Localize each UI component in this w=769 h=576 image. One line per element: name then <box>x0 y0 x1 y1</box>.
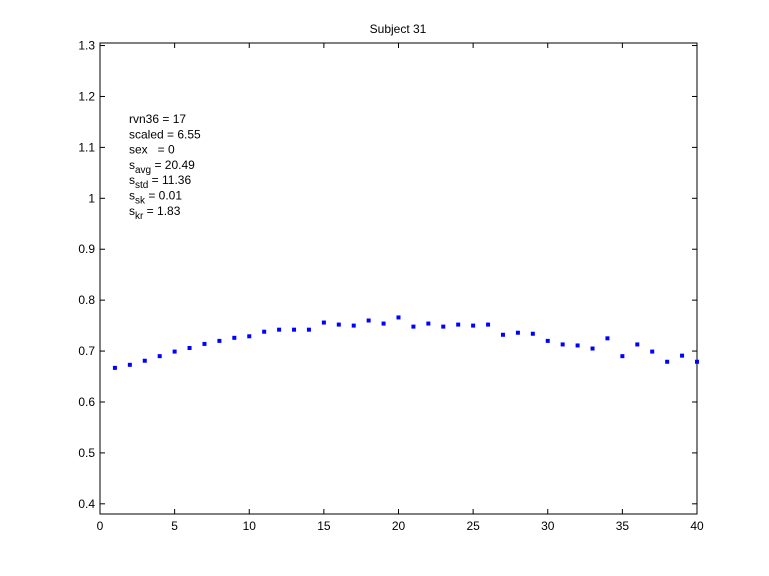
data-point <box>217 338 222 343</box>
y-tick-label: 0.7 <box>78 344 95 358</box>
data-point <box>426 321 431 326</box>
data-point <box>351 323 356 328</box>
data-point <box>262 329 267 334</box>
data-point <box>247 334 252 339</box>
annotation-value-text: = 0.01 <box>145 189 182 203</box>
y-tick-label: 0.8 <box>78 293 95 307</box>
x-tick-label: 20 <box>392 519 406 533</box>
data-point <box>680 353 685 358</box>
y-axis: 0.4 0.5 0.6 0.7 0.8 0.9 1 1.1 1.2 1.3 <box>78 39 697 511</box>
data-point <box>411 324 416 329</box>
data-point <box>695 359 699 364</box>
data-point <box>560 342 565 347</box>
data-point <box>441 324 446 329</box>
stats-annotation-line: ssk = 0.01 <box>129 189 182 207</box>
data-point <box>381 321 386 326</box>
data-point <box>172 349 177 354</box>
x-tick-label: 10 <box>243 519 257 533</box>
data-point <box>635 342 640 347</box>
stats-annotation-line: rvn36 = 17 <box>129 112 186 126</box>
annotation-base-text: s <box>129 158 135 172</box>
data-point <box>500 332 505 337</box>
y-tick-label: 1 <box>88 191 95 205</box>
y-tick-label: 1.1 <box>78 140 95 154</box>
data-point <box>366 318 371 323</box>
data-points <box>112 315 699 370</box>
data-point <box>157 354 162 359</box>
data-point <box>277 327 282 332</box>
data-point <box>321 320 326 325</box>
chart-title: Subject 31 <box>370 22 427 36</box>
data-point <box>306 327 311 332</box>
annotation-value-text: = 20.49 <box>151 158 195 172</box>
annotation-value-text: = 11.36 <box>148 173 191 187</box>
annotation-base-text: sex = 0 <box>129 143 175 157</box>
data-point <box>545 338 550 343</box>
y-tick-label: 1.2 <box>78 89 95 103</box>
data-point <box>471 323 476 328</box>
y-tick-label: 0.9 <box>78 242 95 256</box>
x-tick-label: 40 <box>690 519 704 533</box>
data-point <box>127 362 132 367</box>
data-point <box>396 315 401 320</box>
annotation-base-text: s <box>129 189 135 203</box>
data-point <box>232 335 237 340</box>
data-point <box>650 349 655 354</box>
x-tick-label: 5 <box>171 519 178 533</box>
stats-annotation-line: scaled = 6.55 <box>129 127 201 141</box>
x-tick-label: 30 <box>541 519 555 533</box>
x-tick-label: 15 <box>317 519 331 533</box>
y-tick-label: 0.5 <box>78 446 95 460</box>
stats-annotation-line: skr = 1.83 <box>129 204 181 222</box>
data-point <box>515 330 520 335</box>
data-point <box>605 336 610 341</box>
data-point <box>142 358 147 363</box>
data-point <box>486 322 491 327</box>
data-point <box>187 346 192 351</box>
annotation-subscript: sk <box>135 196 146 207</box>
annotation-base-text: scaled = 6.55 <box>129 127 201 141</box>
annotation-value-text: = 1.83 <box>143 204 180 218</box>
data-point <box>665 359 670 364</box>
annotation-subscript: avg <box>135 165 151 176</box>
data-point <box>292 327 297 332</box>
annotation-subscript: std <box>135 180 148 191</box>
stats-annotation-line: sstd = 11.36 <box>129 173 191 191</box>
data-point <box>336 322 341 327</box>
annotation-subscript: kr <box>135 211 144 222</box>
y-tick-label: 0.4 <box>78 497 95 511</box>
x-axis: 0 5 10 15 20 25 30 35 40 <box>97 43 704 533</box>
data-point <box>575 343 580 348</box>
y-tick-label: 1.3 <box>78 39 95 53</box>
data-point <box>456 322 461 327</box>
x-tick-label: 25 <box>466 519 480 533</box>
annotation-base-text: s <box>129 173 135 187</box>
data-point <box>620 354 625 359</box>
data-point <box>202 341 207 346</box>
stats-annotation-line: sex = 0 <box>129 143 175 157</box>
data-point <box>530 331 535 336</box>
data-point <box>590 346 595 351</box>
annotation-base-text: s <box>129 204 135 218</box>
stats-annotation-line: savg = 20.49 <box>129 158 195 176</box>
x-tick-label: 35 <box>616 519 630 533</box>
y-tick-label: 0.6 <box>78 395 95 409</box>
x-tick-label: 0 <box>97 519 104 533</box>
data-point <box>112 365 117 370</box>
plot-area <box>99 42 698 515</box>
annotation-base-text: rvn36 = 17 <box>129 112 186 126</box>
